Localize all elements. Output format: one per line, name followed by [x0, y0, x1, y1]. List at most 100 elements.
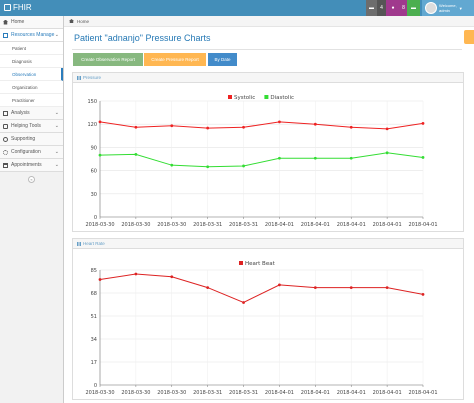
user-info: Welcome, admin — [439, 3, 457, 13]
create-observation-report-button[interactable]: Create Observation Report — [73, 53, 143, 66]
x-tick-label: 2018-03-30 — [121, 390, 150, 396]
y-tick-label: 30 — [91, 192, 97, 198]
leaf-icon — [4, 4, 11, 11]
pressure-panel: Pressure 0 30 60 90 120 150 2018-03-30 2018-03-… — [72, 72, 464, 232]
y-tick-label: 150 — [87, 99, 97, 105]
x-tick-label: 2018-03-31 — [193, 222, 222, 228]
page-title: Patient "adnanjo" Pressure Charts — [74, 33, 211, 43]
sidebar-item-label: Helping Tools — [11, 123, 41, 129]
y-tick-label: 85 — [91, 268, 97, 274]
support-icon — [3, 136, 8, 142]
sidebar-item-appointments[interactable]: Appointments ⌄ — [0, 159, 63, 172]
y-tick-label: 0 — [94, 383, 97, 389]
sidebar-item-home[interactable]: Home — [0, 16, 63, 29]
data-point — [313, 286, 317, 289]
legend-swatch — [264, 95, 269, 99]
y-tick-label: 34 — [91, 337, 97, 343]
notifications-badge: 8 — [400, 0, 407, 16]
sidebar-item-label: Resources Manage — [11, 32, 55, 38]
notifications-badge-count: 8 — [402, 5, 405, 11]
x-tick-label: 2018-03-30 — [121, 222, 150, 228]
tools-icon — [3, 123, 8, 129]
data-point — [313, 156, 317, 160]
data-point — [278, 283, 281, 287]
user-name: admin — [439, 8, 450, 13]
breadcrumb-home[interactable]: Home — [77, 18, 90, 24]
x-tick-label: 2018-04-01 — [337, 222, 366, 228]
data-point — [98, 278, 102, 281]
legend-label: Diastolic — [270, 95, 294, 101]
y-tick-label: 17 — [91, 360, 97, 366]
envelope-icon: ▬ — [411, 5, 416, 11]
user-menu[interactable]: Welcome, admin ▼ — [422, 0, 474, 16]
data-point — [421, 122, 425, 125]
tasks-badge: 4 — [377, 0, 386, 16]
data-point — [278, 120, 281, 124]
gear-icon — [3, 149, 8, 155]
panel-header: Pressure — [73, 73, 463, 83]
x-tick-label: 2018-04-01 — [373, 222, 402, 228]
sidebar-subitem-patient[interactable]: Patient — [0, 42, 63, 55]
y-tick-label: 120 — [87, 122, 97, 128]
data-point — [98, 153, 102, 157]
x-tick-label: 2018-04-01 — [408, 222, 437, 228]
tasks-badge-count: 4 — [380, 5, 383, 11]
x-tick-label: 2018-04-01 — [373, 390, 402, 396]
home-icon — [69, 19, 74, 23]
sidebar-item-label: Home — [11, 19, 25, 25]
sidebar-subitem-organization[interactable]: Organization — [0, 81, 63, 94]
sidebar-item-label: Configuration — [11, 149, 41, 155]
sidebar-subitem-diagnosis[interactable]: Diagnosis — [0, 55, 63, 68]
panel-title: Pressure — [83, 75, 102, 80]
panel-header: Heart Rate — [73, 239, 463, 249]
sidebar-subitem-practitioner[interactable]: Practitioner — [0, 94, 63, 107]
x-tick-label: 2018-04-01 — [337, 390, 366, 396]
breadcrumb: Home — [64, 16, 474, 27]
top-navbar: FHIR ▬ 4 ● 8 ▬ Welcome, admin ▼ — [0, 0, 474, 16]
data-point — [170, 275, 174, 279]
tasks-button[interactable]: ▬ — [366, 0, 377, 16]
heart-rate-panel: Heart Rate 0 17 34 51 68 85 2018-03-30 2018-03-… — [72, 238, 464, 400]
sidebar-item-label: Appointments — [11, 162, 42, 168]
sidebar-item-label: Analysis — [11, 110, 30, 116]
x-tick-label: 2018-03-30 — [157, 222, 186, 228]
data-point — [421, 156, 425, 159]
chart-icon — [3, 110, 8, 116]
panel-title: Heart Rate — [83, 241, 105, 246]
x-tick-label: 2018-03-31 — [229, 222, 258, 228]
chevron-down-icon: ⌄ — [54, 149, 59, 155]
data-point — [242, 125, 245, 129]
sidebar-subitem-observation[interactable]: Observation — [0, 68, 63, 81]
sidebar-subitem-label: Organization — [12, 84, 38, 90]
x-tick-label: 2018-04-01 — [408, 390, 437, 396]
sidebar-item-resources-manage[interactable]: Resources Manage ⌄ — [0, 29, 63, 42]
sidebar-item-supporting[interactable]: Supporting — [0, 133, 63, 146]
sidebar-collapse: « — [0, 172, 63, 186]
series-line-systolic — [99, 121, 424, 130]
by-date-button[interactable]: By Date — [208, 53, 237, 66]
x-tick-label: 2018-03-30 — [85, 390, 114, 396]
data-point — [385, 127, 389, 131]
sidebar-subitem-label: Observation — [12, 71, 37, 77]
messages-button[interactable]: ▬ — [407, 0, 420, 16]
sidebar-subitem-label: Practitioner — [12, 97, 35, 103]
x-tick-label: 2018-03-30 — [85, 222, 114, 228]
collapse-sidebar-icon[interactable]: « — [28, 175, 35, 183]
x-tick-label: 2018-04-01 — [265, 390, 294, 396]
sidebar: Home Resources Manage ⌄ Patient Diagnosi… — [0, 16, 64, 403]
series-line-heart-beat — [99, 273, 424, 304]
brand[interactable]: FHIR — [4, 3, 32, 12]
user-welcome: Welcome, — [439, 3, 457, 8]
sidebar-item-configuration[interactable]: Configuration ⌄ — [0, 146, 63, 159]
calendar-icon — [3, 162, 8, 168]
settings-toggle-button[interactable] — [464, 30, 474, 44]
data-point — [98, 120, 102, 124]
chevron-down-icon: ⌄ — [54, 162, 59, 168]
sidebar-item-analysis[interactable]: Analysis ⌄ — [0, 107, 63, 120]
brand-title: FHIR — [13, 3, 32, 12]
notifications-button[interactable]: ● — [386, 0, 400, 16]
create-pressure-report-button[interactable]: Create Pressure Report — [144, 53, 206, 66]
sidebar-item-helping-tools[interactable]: Helping Tools ⌄ — [0, 120, 63, 133]
data-point — [134, 272, 138, 276]
x-tick-label: 2018-04-01 — [265, 222, 294, 228]
